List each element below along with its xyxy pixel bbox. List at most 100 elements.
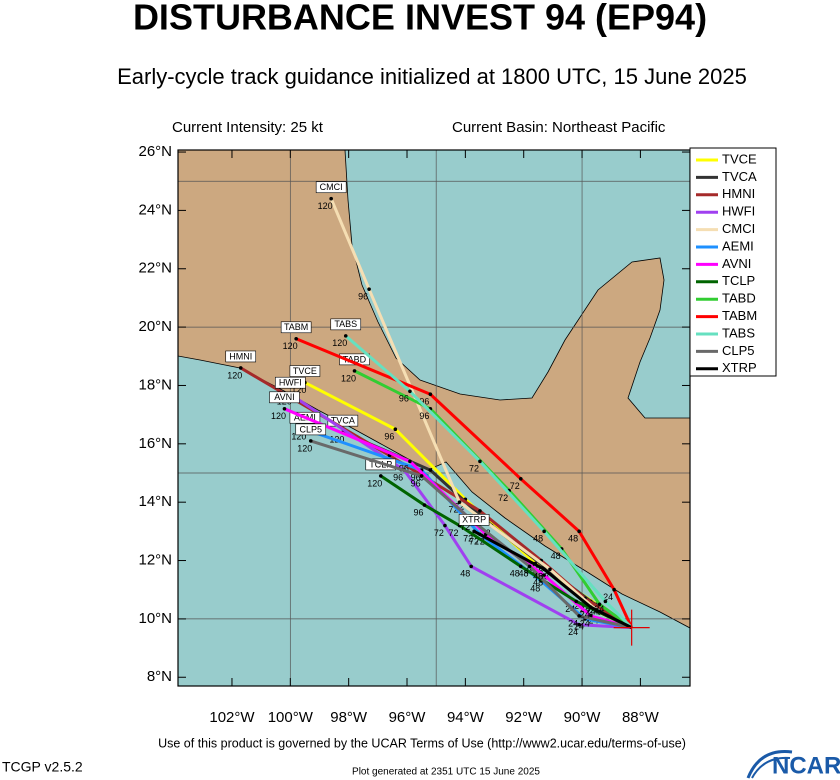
track-line xyxy=(379,474,633,629)
hour-label: 96 xyxy=(414,507,424,517)
x-tick-label: 96°W xyxy=(389,709,427,726)
hour-label: 120 xyxy=(341,373,356,383)
legend-label: TABS xyxy=(722,325,755,340)
model-label: TABM xyxy=(284,322,308,332)
model-box xyxy=(275,376,306,389)
y-tick-label: 26°N xyxy=(138,143,172,160)
legend-label: AVNI xyxy=(722,256,751,271)
track-point xyxy=(577,614,581,618)
track-point xyxy=(518,477,523,481)
legend: TVCE TVCA HMNI HWFI CMCI AEMI AVNI TCLP TABD TABM… xyxy=(689,147,777,377)
hour-label: 72 xyxy=(469,464,479,474)
hour-label: 96 xyxy=(419,411,429,421)
model-label: HWFI xyxy=(279,378,302,388)
hour-label: 120 xyxy=(283,341,298,351)
track-point xyxy=(548,567,552,572)
x-tick-label: 90°W xyxy=(564,709,602,726)
model-label: CLP5 xyxy=(299,424,322,434)
tracks: 24 48 72 96 120 TVCE 24 48 72 96 120 TVCA 24 48 72 96 12… xyxy=(225,181,650,646)
hour-label: 24 xyxy=(603,592,613,602)
track-point xyxy=(457,500,462,504)
generated: Plot generated at 2351 UTC 15 June 2025 xyxy=(352,767,540,778)
track-point xyxy=(428,392,433,397)
y-tick-label: 10°N xyxy=(138,610,172,627)
track-point xyxy=(428,468,433,472)
axes: 8°N 10°N 12°N 14°N 16°N 18°N 20°N 22°N 24°N 26°N 1… xyxy=(138,143,690,726)
y-tick-label: 20°N xyxy=(138,318,172,335)
logo-text: NCAR xyxy=(772,752,840,779)
model-box xyxy=(339,353,370,366)
hour-label: 48 xyxy=(533,534,543,544)
legend-label: HWFI xyxy=(722,204,755,219)
model-box xyxy=(280,321,312,334)
hour-label: 72 xyxy=(454,502,464,512)
legend-label: CMCI xyxy=(722,221,755,236)
track-line xyxy=(295,337,634,629)
model-box xyxy=(458,514,490,526)
track-point xyxy=(542,567,546,572)
y-tick-label: 18°N xyxy=(138,376,172,393)
model-label: XTRP xyxy=(462,515,486,525)
track-point xyxy=(308,439,313,443)
hour-label: 24 xyxy=(589,607,599,617)
hour-label: 96 xyxy=(411,478,421,488)
hour-label: 72 xyxy=(449,528,459,538)
hour-label: 24 xyxy=(574,621,584,631)
y-tick-label: 22°N xyxy=(138,260,172,277)
hour-label: 96 xyxy=(384,432,394,442)
track-point xyxy=(603,599,608,604)
y-tick-label: 16°N xyxy=(138,435,172,452)
y-tick-label: 24°N xyxy=(138,201,172,218)
hour-label: 120 xyxy=(291,432,306,442)
legend-box xyxy=(689,147,777,377)
model-box xyxy=(269,391,300,404)
model-box xyxy=(315,181,347,194)
hour-label: 72 xyxy=(498,493,508,503)
track-point xyxy=(343,334,348,338)
hour-label: 72 xyxy=(475,537,485,547)
track-point xyxy=(472,529,476,534)
track-line xyxy=(310,439,632,630)
track-point xyxy=(443,523,447,528)
track-point xyxy=(469,564,473,569)
x-tick-label: 98°W xyxy=(330,709,368,726)
y-tick-label: 14°N xyxy=(138,493,172,510)
track-point xyxy=(367,287,371,291)
title: DISTURBANCE INVEST 94 (EP94) xyxy=(133,0,707,38)
model-label: TABS xyxy=(334,319,357,329)
hour-label: 72 xyxy=(434,528,444,538)
model-label: TVCA xyxy=(331,416,355,426)
y-tick-label: 12°N xyxy=(138,552,172,569)
track-point xyxy=(518,564,523,569)
model-label: CMCI xyxy=(320,182,343,192)
subtitle: Early-cycle track guidance initialized a… xyxy=(117,64,747,89)
hour-label: 72 xyxy=(510,481,520,491)
x-tick-label: 88°W xyxy=(622,709,660,726)
legend-label: TVCA xyxy=(722,169,757,184)
track-point xyxy=(542,573,546,577)
legend-label: TABD xyxy=(722,291,756,306)
hour-label: 120 xyxy=(297,443,312,453)
track-point xyxy=(612,587,616,592)
track-point xyxy=(542,529,546,534)
hour-label: 96 xyxy=(393,472,403,482)
hour-label: 24 xyxy=(580,610,590,620)
logo-arc xyxy=(746,750,793,779)
model-box xyxy=(225,350,257,363)
x-tick-label: 100°W xyxy=(268,709,314,726)
legend-label: XTRP xyxy=(722,360,757,375)
version: TCGP v2.5.2 xyxy=(2,759,83,775)
hour-label: 96 xyxy=(419,397,429,407)
hour-label: 24 xyxy=(580,618,590,628)
hour-label: 48 xyxy=(519,569,529,579)
terms: Use of this product is governed by the U… xyxy=(158,736,686,750)
track-point xyxy=(393,427,398,432)
hour-label: 72 xyxy=(463,534,473,544)
model-box xyxy=(330,318,362,331)
hour-label: 24 xyxy=(568,618,578,628)
legend-label: TVCE xyxy=(722,151,757,166)
track-point xyxy=(478,459,482,464)
legend-label: AEMI xyxy=(722,238,754,253)
